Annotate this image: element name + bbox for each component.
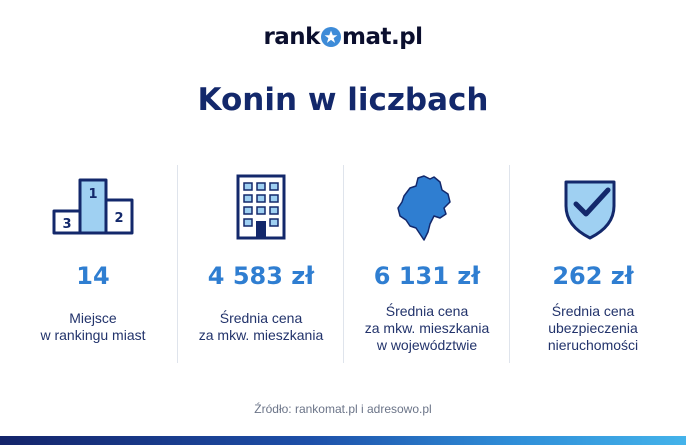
brand-logo: rank mat.pl (0, 24, 686, 50)
stat-region-price: 6 131 zł Średnia cena za mkw. mieszkania… (344, 170, 510, 370)
stat-label: Miejsce w rankingu miast (40, 310, 146, 343)
region-map-icon (344, 170, 510, 250)
logo-text-prefix: rank (263, 24, 320, 50)
bottom-gradient-bar (0, 436, 686, 445)
stat-value: 6 131 zł (373, 262, 481, 290)
stat-ranking: 3 1 2 14 Miejsce w rankingu miast (10, 170, 176, 370)
column-divider (509, 165, 510, 363)
column-divider (177, 165, 178, 363)
svg-text:2: 2 (114, 211, 123, 226)
star-icon (320, 27, 341, 47)
podium-icon: 3 1 2 (10, 170, 176, 250)
logo-text-suffix: mat.pl (341, 24, 423, 50)
stat-value: 14 (76, 262, 110, 290)
svg-text:1: 1 (88, 187, 97, 202)
stat-label: Średnia cena za mkw. mieszkania (198, 310, 324, 343)
page-title: Konin w liczbach (197, 82, 489, 118)
building-icon (178, 170, 344, 250)
shield-check-icon (510, 170, 676, 250)
stat-label: Średnia cena za mkw. mieszkania w wojewó… (364, 303, 490, 353)
stat-value: 262 zł (552, 262, 634, 290)
stat-city-price: 4 583 zł Średnia cena za mkw. mieszkania (178, 170, 344, 370)
svg-text:3: 3 (62, 217, 71, 232)
stat-value: 4 583 zł (207, 262, 315, 290)
stat-label: Średnia cena ubezpieczenia nieruchomości (547, 303, 639, 353)
column-divider (343, 165, 344, 363)
stat-insurance: 262 zł Średnia cena ubezpieczenia nieruc… (510, 170, 676, 370)
source-note: Źródło: rankomat.pl i adresowo.pl (254, 402, 432, 416)
